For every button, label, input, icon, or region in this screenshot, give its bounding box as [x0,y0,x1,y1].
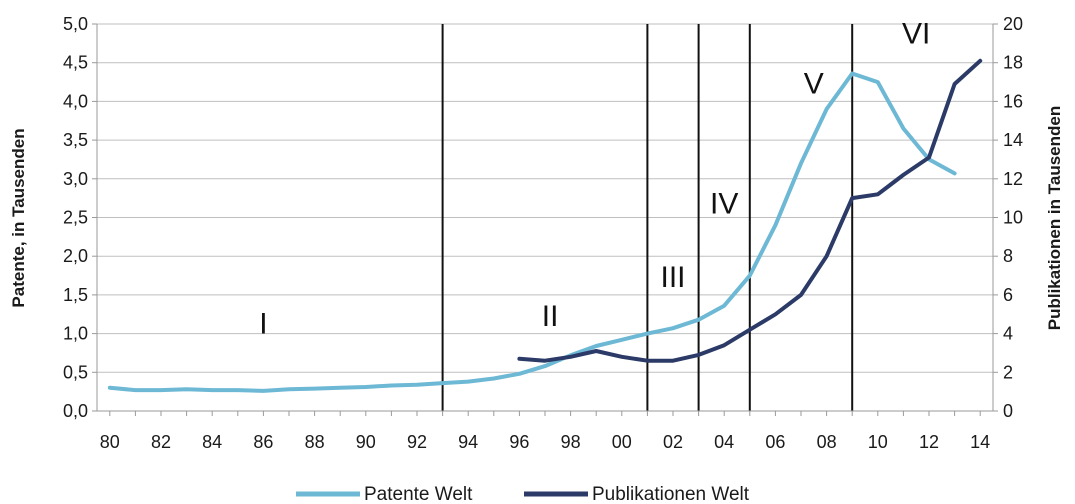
x-tick-label: 90 [356,432,376,452]
x-tick-label: 86 [253,432,273,452]
y-right-tick-label: 4 [1003,324,1013,344]
x-tick-label: 14 [970,432,990,452]
y-left-tick-label: 2,5 [63,208,88,228]
y-right-tick-label: 16 [1003,91,1023,111]
x-tick-label: 12 [919,432,939,452]
phase-label: VI [902,17,930,50]
x-tick-label: 84 [202,432,222,452]
phase-dividers [441,24,854,411]
y-axis-left-title: Patente, in Tausenden [9,128,28,307]
y-right-tick-label: 8 [1003,246,1013,266]
y-left-tick-label: 1,0 [63,324,88,344]
x-tick-label: 00 [612,432,632,452]
y-right-tick-label: 12 [1003,169,1023,189]
phase-label: II [542,300,559,333]
y-left-tick-label: 5,0 [63,14,88,34]
publikationen-welt-line [517,58,983,363]
y-right-tick-label: 20 [1003,14,1023,34]
series-lines [107,58,983,393]
x-tick-label: 82 [151,432,171,452]
legend-label-publikationen: Publikationen Welt [592,484,750,504]
x-tick-label: 10 [868,432,888,452]
patente-welt-line [107,71,957,393]
y-axis-left-ticks: 0,0 0,5 1,0 1,5 2,0 2,5 3,0 3,5 4,0 4,5 5,0 [63,14,97,421]
phase-label: IV [710,188,738,221]
y-left-tick-label: 0,5 [63,362,88,382]
phase-label: III [660,261,685,294]
y-right-tick-label: 10 [1003,208,1023,228]
y-left-tick-label: 3,5 [63,130,88,150]
phase-label: V [804,68,824,101]
x-tick-label: 88 [305,432,325,452]
y-left-tick-label: 2,0 [63,246,88,266]
y-right-tick-label: 14 [1003,130,1023,150]
y-left-tick-label: 4,0 [63,91,88,111]
y-right-tick-label: 18 [1003,53,1023,73]
y-axis-right-ticks: 0 2 4 6 8 10 12 14 16 18 20 [993,14,1023,421]
x-tick-label: 02 [663,432,683,452]
gridlines [97,23,993,412]
phase-label: I [259,308,267,341]
x-tick-label: 06 [765,432,785,452]
y-right-tick-label: 2 [1003,362,1013,382]
x-tick-label: 08 [817,432,837,452]
x-axis-ticks: 80 82 84 86 88 90 92 94 96 98 00 02 04 06 08 10 12 14 [100,411,990,452]
y-left-tick-label: 4,5 [63,53,88,73]
y-left-tick-label: 1,5 [63,285,88,305]
x-tick-label: 98 [561,432,581,452]
y-axis-right-title: Publikationen in Tausenden [1045,106,1064,331]
x-tick-label: 96 [509,432,529,452]
y-right-tick-label: 0 [1003,401,1013,421]
legend-label-patente: Patente Welt [364,484,473,504]
x-tick-label: 80 [100,432,120,452]
legend: Patente Welt Publikationen Welt [296,484,750,504]
x-tick-label: 92 [407,432,427,452]
x-tick-label: 04 [714,432,734,452]
y-left-tick-label: 0,0 [63,401,88,421]
y-left-tick-label: 3,0 [63,169,88,189]
y-right-tick-label: 6 [1003,285,1013,305]
x-tick-label: 94 [458,432,478,452]
